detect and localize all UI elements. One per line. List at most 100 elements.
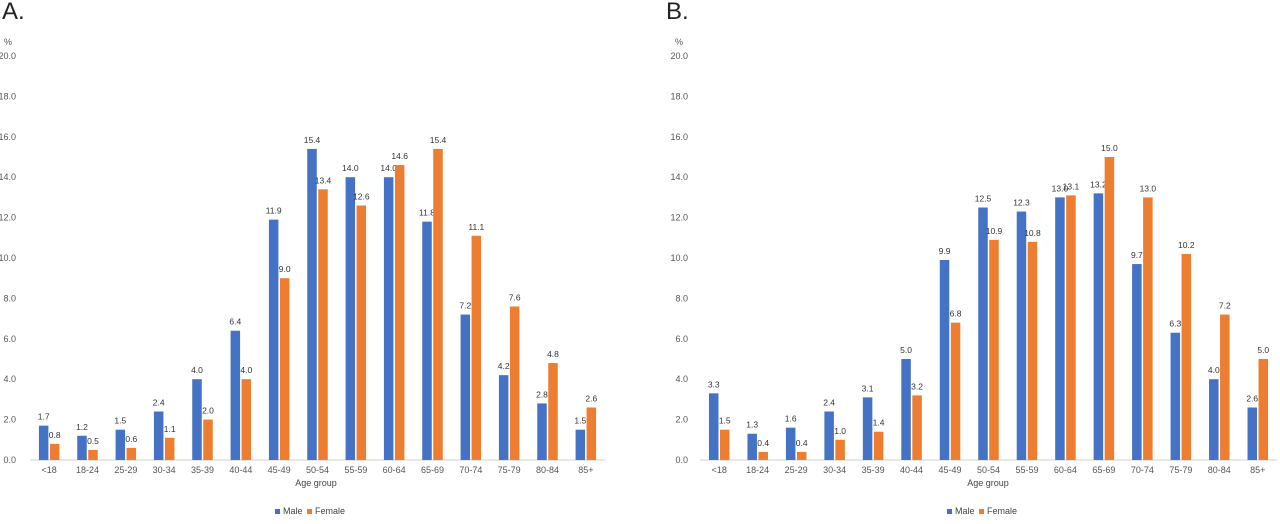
y-tick-label: 8.0 [675, 293, 688, 303]
y-tick-label: 6.0 [675, 334, 688, 344]
bar-male [345, 177, 356, 460]
data-label-female: 0.4 [796, 438, 808, 448]
bar-female [548, 363, 558, 460]
bar-male [1247, 407, 1258, 460]
bar-male [537, 403, 547, 460]
data-label-male: 11.8 [419, 208, 435, 218]
chart-a: A. % 0.0 2.0 4.0 6.0 8.0 10.0 12.0 14.0 16.0 18.0… [0, 0, 605, 516]
x-tick-label: 25-29 [785, 465, 808, 475]
data-label-female: 1.1 [164, 424, 176, 434]
bar-female [356, 205, 367, 460]
data-label-female: 0.8 [49, 430, 61, 440]
bar-female [1258, 359, 1269, 460]
y-axis: 0.0 2.0 4.0 6.0 8.0 10.0 12.0 14.0 16.0 18.0 20.0 [0, 51, 16, 465]
legend-swatch-male [275, 509, 280, 514]
x-tick-label: 80-84 [536, 465, 559, 475]
data-label-male: 9.7 [1131, 250, 1143, 260]
y-tick-label: 2.0 [675, 415, 688, 425]
y-tick-label: 2.0 [3, 415, 16, 425]
legend-label-female: Female [315, 506, 345, 516]
data-label-male: 2.4 [823, 398, 835, 408]
data-label-female: 15.4 [430, 135, 447, 145]
data-label-male: 1.5 [114, 416, 126, 426]
bar-female [433, 148, 443, 461]
bar-female [394, 165, 405, 460]
x-tick-label: 50-54 [977, 465, 1000, 475]
y-tick-label: 4.0 [3, 374, 16, 384]
data-label-female: 9.0 [279, 264, 291, 274]
bar-male [307, 148, 317, 461]
data-label-female: 12.6 [353, 191, 370, 201]
data-label-male: 11.9 [266, 206, 282, 216]
x-tick-label: 65-69 [1092, 465, 1115, 475]
data-label-male: 1.2 [76, 422, 88, 432]
bar-female [509, 306, 520, 460]
data-label-female: 13.1 [1063, 181, 1080, 191]
y-tick-label: 14.0 [0, 172, 16, 182]
data-label-female: 15.0 [1101, 143, 1118, 153]
panel-label: A. [2, 0, 25, 25]
data-label-female: 10.9 [986, 226, 1003, 236]
x-tick-label: 25-29 [114, 465, 137, 475]
y-tick-label: 20.0 [670, 51, 688, 61]
y-axis: 0.0 2.0 4.0 6.0 8.0 10.0 12.0 14.0 16.0 18.0 20.0 [670, 51, 688, 465]
data-label-male: 4.2 [498, 361, 510, 371]
y-tick-label: 4.0 [675, 374, 688, 384]
data-label-female: 1.5 [719, 416, 731, 426]
data-label-female: 1.4 [873, 418, 885, 428]
legend-swatch-male [947, 509, 952, 514]
x-tick-label: 75-79 [1169, 465, 1192, 475]
data-label-male: 14.0 [380, 163, 397, 173]
data-label-female: 2.6 [585, 393, 597, 403]
bar-male [268, 219, 279, 460]
data-label-female: 3.2 [911, 381, 923, 391]
x-tick-label: 18-24 [76, 465, 99, 475]
bar-male [115, 429, 126, 460]
panel-label: B. [666, 0, 689, 25]
bars: 1.7 0.8 1.2 0.5 1.5 0.6 2.4 1.1 4.0 2.0 6.4 4.0 11.9… [38, 135, 598, 461]
data-label-female: 13.0 [1140, 183, 1157, 193]
bar-female [164, 437, 175, 460]
data-label-male: 5.0 [900, 345, 912, 355]
bar-female [126, 447, 137, 460]
bar-female [318, 189, 328, 460]
bar-female [719, 429, 730, 460]
bar-female [203, 419, 213, 460]
x-tick-label: 60-64 [1054, 465, 1077, 475]
y-tick-label: 10.0 [670, 253, 688, 263]
y-tick-label: 12.0 [0, 213, 16, 223]
data-label-male: 12.5 [975, 194, 992, 204]
data-label-female: 7.2 [1219, 301, 1231, 311]
bar-male [708, 393, 719, 460]
bar-female [279, 278, 290, 460]
data-label-male: 4.0 [1208, 365, 1220, 375]
x-tick-label: 80-84 [1208, 465, 1231, 475]
data-label-male: 6.4 [229, 317, 241, 327]
bar-female [88, 449, 98, 460]
data-label-female: 2.0 [202, 406, 214, 416]
chart-panel-a: A. % 0.0 2.0 4.0 6.0 8.0 10.0 12.0 14.0 16.0 18.0… [0, 0, 640, 519]
x-tick-label: 85+ [578, 465, 593, 475]
bar-female [796, 451, 807, 460]
bar-female [1220, 314, 1230, 460]
data-label-male: 13.0 [1052, 183, 1069, 193]
data-label-female: 13.4 [315, 175, 332, 185]
x-tick-label: 75-79 [498, 465, 521, 475]
y-tick-label: 18.0 [670, 91, 688, 101]
bar-male [862, 397, 873, 460]
y-tick-label: 10.0 [0, 253, 16, 263]
y-tick-label: 16.0 [0, 132, 16, 142]
data-label-female: 0.5 [87, 436, 99, 446]
y-tick-label: 18.0 [0, 91, 16, 101]
bar-male [824, 411, 834, 460]
bar-male [1132, 264, 1142, 460]
bar-female [989, 239, 999, 460]
legend-swatch-female [979, 509, 984, 514]
data-label-male: 3.1 [862, 383, 874, 393]
bar-female [835, 439, 845, 460]
data-label-male: 13.2 [1090, 179, 1107, 189]
bar-female [1143, 197, 1153, 460]
bar-female [1066, 195, 1076, 460]
bar-female [912, 395, 922, 460]
y-tick-label: 16.0 [670, 132, 688, 142]
